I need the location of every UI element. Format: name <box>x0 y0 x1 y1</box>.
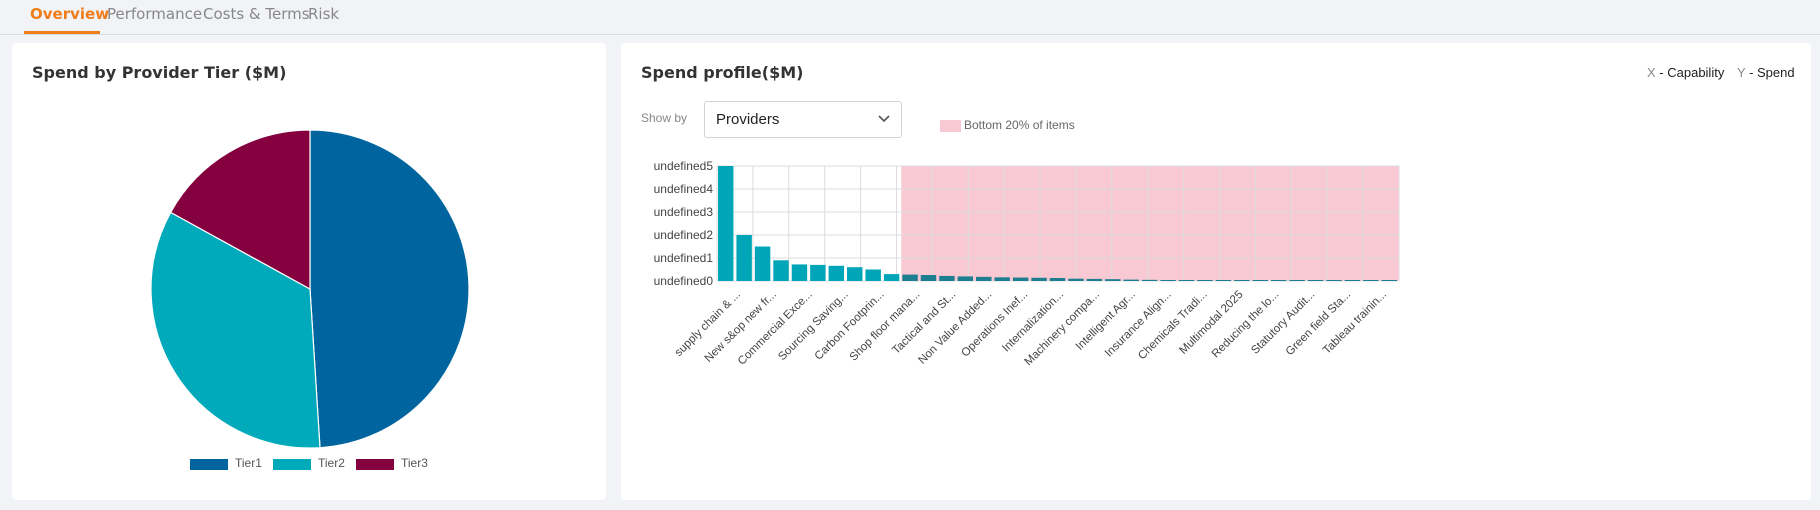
x-tick-label: Reducing the lo... <box>1210 289 1282 361</box>
bar[interactable] <box>1197 280 1213 281</box>
x-tick-label: Internalization... <box>1000 289 1066 355</box>
legend-label-tier3: Tier3 <box>401 456 428 470</box>
bar[interactable] <box>810 264 826 281</box>
x-tick-label: Statutory Audit... <box>1249 289 1317 357</box>
bar[interactable] <box>1141 279 1158 281</box>
x-axis-key-letter: X <box>1647 65 1656 80</box>
show-by-label: Show by <box>641 111 688 125</box>
x-tick-label: Carbon Footprin... <box>813 289 887 363</box>
bar[interactable] <box>865 269 881 282</box>
bar[interactable] <box>1307 280 1324 281</box>
tab-overview[interactable]: Overview <box>30 5 110 23</box>
x-tick-label: Multimodal 2025 <box>1177 289 1245 357</box>
legend-swatch-tier1 <box>190 459 228 470</box>
bar[interactable] <box>1105 279 1121 281</box>
bar[interactable] <box>1252 280 1268 281</box>
bar[interactable] <box>828 265 845 281</box>
bar[interactable] <box>1215 280 1232 281</box>
bar[interactable] <box>1326 280 1342 281</box>
bar[interactable] <box>1381 280 1397 281</box>
bar[interactable] <box>773 260 789 281</box>
x-axis-key-label: - Capability <box>1659 65 1725 80</box>
active-tab-indicator <box>24 31 100 34</box>
bar[interactable] <box>1363 280 1379 281</box>
y-tick-label: undefined3 <box>654 205 714 219</box>
x-tick-label: supply chain & ... <box>673 289 743 359</box>
bottom-items-region <box>901 166 1399 281</box>
legend-label-tier1: Tier1 <box>235 456 262 470</box>
x-tick-label: Chemicals Tradi... <box>1136 289 1210 363</box>
legend-label-tier2: Tier2 <box>318 456 345 470</box>
y-tick-label: undefined0 <box>654 274 714 288</box>
bar[interactable] <box>847 267 863 281</box>
bar[interactable] <box>736 235 752 281</box>
bar[interactable] <box>1270 280 1287 281</box>
tab-bar: Overview Performance Costs & Terms Risk <box>0 0 1820 35</box>
x-tick-label: Tableau trainin... <box>1321 289 1389 357</box>
bar[interactable] <box>1123 279 1139 281</box>
tier-pie-chart <box>150 129 470 449</box>
pie-slice-tier3[interactable] <box>169 129 311 291</box>
bar[interactable] <box>902 274 918 281</box>
bottom-items-legend-swatch <box>940 120 961 132</box>
bar[interactable] <box>957 276 974 281</box>
y-tick-label: undefined4 <box>654 182 714 196</box>
y-axis-key-label: - Spend <box>1749 65 1795 80</box>
pie-slice-tier1[interactable] <box>309 129 470 449</box>
bar[interactable] <box>1049 278 1066 281</box>
bar[interactable] <box>1012 277 1029 281</box>
bar[interactable] <box>1289 280 1305 281</box>
legend-swatch-tier2 <box>273 459 311 470</box>
chevron-down-icon <box>878 115 890 123</box>
y-axis-key-letter: Y <box>1737 65 1746 80</box>
bar[interactable] <box>791 264 808 281</box>
y-axis-key: Y - Spend <box>1737 65 1795 80</box>
tab-risk[interactable]: Risk <box>308 5 340 23</box>
bar[interactable] <box>1234 280 1250 281</box>
y-tick-label: undefined2 <box>654 228 714 242</box>
bar[interactable] <box>754 246 771 282</box>
bar[interactable] <box>1160 280 1176 281</box>
x-tick-label: Green field Sta... <box>1284 289 1354 359</box>
x-tick-label: Insurance Align... <box>1103 289 1174 360</box>
bar[interactable] <box>1178 280 1195 281</box>
bar[interactable] <box>718 166 734 281</box>
bar[interactable] <box>994 277 1010 281</box>
bar[interactable] <box>883 274 900 281</box>
bar[interactable] <box>920 275 937 281</box>
spend-profile-title: Spend profile($M) <box>641 63 804 82</box>
y-tick-label: undefined5 <box>654 159 714 173</box>
bar[interactable] <box>976 276 992 281</box>
show-by-select[interactable]: Providers <box>704 101 902 138</box>
y-tick-label: undefined1 <box>654 251 714 265</box>
x-tick-label: Tactical and St... <box>890 289 958 357</box>
bar[interactable] <box>1068 278 1084 281</box>
tier-spend-title: Spend by Provider Tier ($M) <box>32 63 287 82</box>
x-tick-label: Operations Inef... <box>959 289 1030 360</box>
bar[interactable] <box>1344 280 1361 281</box>
x-axis-key: X - Capability <box>1647 65 1724 80</box>
tab-performance[interactable]: Performance <box>107 5 203 23</box>
tab-costs-terms[interactable]: Costs & Terms <box>203 5 310 23</box>
show-by-value: Providers <box>716 111 780 128</box>
bar[interactable] <box>1031 277 1047 281</box>
spend-profile-bar-chart: undefined0 undefined1 undefined2 undefined3… <box>654 159 1400 368</box>
bottom-items-legend-label: Bottom 20% of items <box>964 118 1075 132</box>
bar[interactable] <box>1086 278 1103 281</box>
legend-swatch-tier3 <box>356 459 394 470</box>
bar[interactable] <box>939 275 955 281</box>
